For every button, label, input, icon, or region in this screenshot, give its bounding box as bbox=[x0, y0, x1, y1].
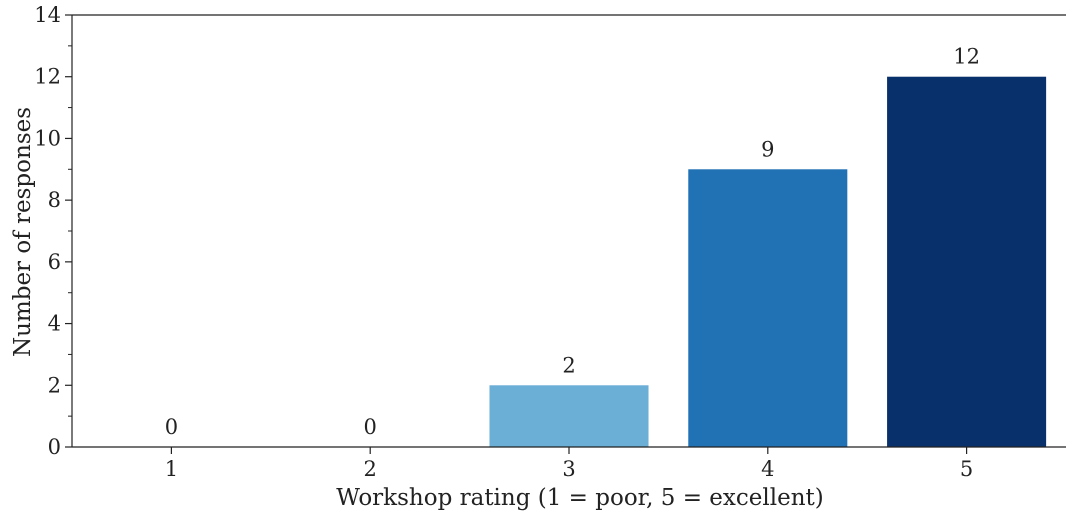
data-label-2: 0 bbox=[364, 415, 377, 439]
x-tick-label-5: 5 bbox=[960, 457, 973, 481]
x-tick-label-2: 2 bbox=[364, 457, 377, 481]
y-tick-label-10: 10 bbox=[34, 126, 61, 150]
data-label-1: 0 bbox=[165, 415, 178, 439]
y-tick-label-14: 14 bbox=[34, 3, 61, 27]
y-tick-label-2: 2 bbox=[48, 373, 61, 397]
x-axis-title: Workshop rating (1 = poor, 5 = excellent… bbox=[336, 485, 823, 511]
y-tick-label-6: 6 bbox=[48, 250, 61, 274]
x-tick-label-4: 4 bbox=[761, 457, 774, 481]
bars-group bbox=[489, 76, 1047, 448]
data-label-4: 9 bbox=[761, 137, 774, 161]
data-label-5: 12 bbox=[953, 45, 980, 69]
bar-3 bbox=[489, 385, 649, 447]
bar-4 bbox=[688, 169, 848, 448]
data-label-3: 2 bbox=[562, 353, 575, 377]
data-labels-group: 0 0 2 9 12 bbox=[165, 45, 980, 439]
x-tick-label-1: 1 bbox=[165, 457, 178, 481]
y-tick-label-0: 0 bbox=[48, 435, 61, 459]
y-tick-label-12: 12 bbox=[34, 65, 61, 89]
bar-5 bbox=[887, 76, 1047, 447]
y-tick-label-8: 8 bbox=[48, 188, 61, 212]
y-tick-label-4: 4 bbox=[48, 312, 61, 336]
y-axis-title: Number of responses bbox=[10, 107, 36, 357]
x-tick-label-3: 3 bbox=[562, 457, 575, 481]
